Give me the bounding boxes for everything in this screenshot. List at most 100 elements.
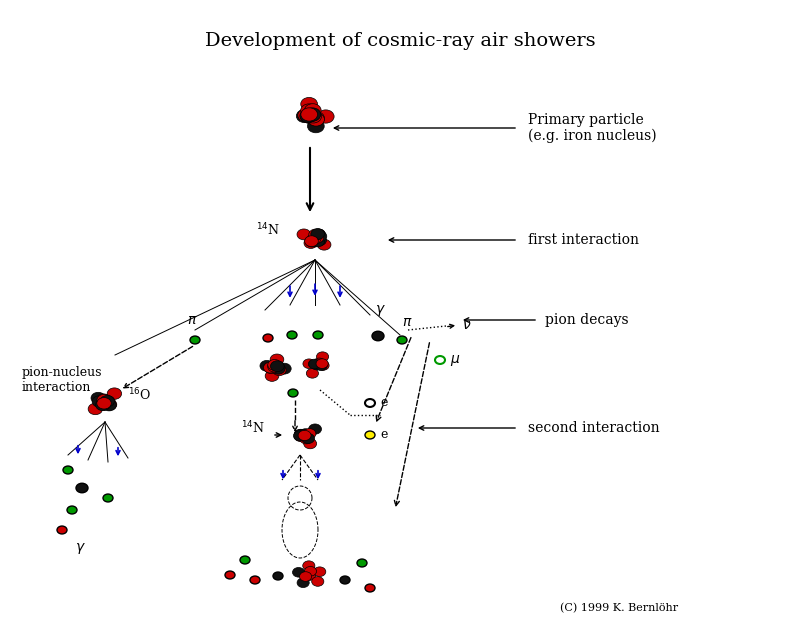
Text: $\pi$: $\pi$ bbox=[402, 315, 413, 329]
Circle shape bbox=[67, 506, 77, 514]
Circle shape bbox=[303, 571, 316, 580]
Circle shape bbox=[299, 572, 312, 581]
Circle shape bbox=[306, 368, 318, 378]
Circle shape bbox=[302, 561, 315, 571]
Circle shape bbox=[307, 233, 321, 244]
Circle shape bbox=[268, 359, 282, 370]
Circle shape bbox=[278, 363, 291, 374]
Circle shape bbox=[288, 389, 298, 397]
Circle shape bbox=[365, 431, 375, 439]
Circle shape bbox=[305, 110, 322, 123]
Circle shape bbox=[268, 361, 282, 372]
Circle shape bbox=[397, 336, 407, 344]
Circle shape bbox=[306, 236, 319, 247]
Circle shape bbox=[225, 571, 235, 579]
Text: $^{16}$O: $^{16}$O bbox=[128, 387, 151, 403]
Circle shape bbox=[311, 360, 323, 370]
Text: $\gamma$: $\gamma$ bbox=[375, 302, 386, 318]
Circle shape bbox=[315, 361, 327, 370]
Circle shape bbox=[107, 388, 122, 399]
Circle shape bbox=[298, 431, 311, 441]
Circle shape bbox=[190, 336, 200, 344]
Text: $^{14}$N: $^{14}$N bbox=[241, 420, 265, 436]
Circle shape bbox=[294, 430, 306, 441]
Text: pion decays: pion decays bbox=[545, 313, 629, 327]
Circle shape bbox=[103, 494, 113, 502]
Circle shape bbox=[317, 352, 329, 361]
Circle shape bbox=[302, 105, 319, 119]
Circle shape bbox=[97, 394, 111, 406]
Circle shape bbox=[300, 109, 317, 122]
Circle shape bbox=[310, 232, 324, 243]
Circle shape bbox=[313, 231, 326, 242]
Circle shape bbox=[293, 567, 305, 577]
Circle shape bbox=[340, 576, 350, 584]
Circle shape bbox=[316, 359, 328, 368]
Text: $\pi$: $\pi$ bbox=[186, 313, 198, 327]
Circle shape bbox=[311, 229, 326, 240]
Circle shape bbox=[88, 403, 102, 415]
Circle shape bbox=[273, 572, 283, 580]
Circle shape bbox=[99, 395, 114, 406]
Circle shape bbox=[308, 113, 325, 126]
Circle shape bbox=[309, 424, 322, 434]
Circle shape bbox=[250, 576, 260, 584]
Circle shape bbox=[313, 235, 326, 246]
Text: $^{14}$N: $^{14}$N bbox=[256, 222, 280, 238]
Circle shape bbox=[240, 556, 250, 564]
Circle shape bbox=[302, 433, 314, 444]
Circle shape bbox=[287, 331, 297, 339]
Circle shape bbox=[96, 399, 110, 411]
Circle shape bbox=[297, 229, 310, 240]
Circle shape bbox=[365, 399, 375, 407]
Circle shape bbox=[265, 370, 279, 382]
Circle shape bbox=[372, 331, 384, 340]
Circle shape bbox=[270, 361, 284, 372]
Text: e: e bbox=[380, 429, 387, 441]
Circle shape bbox=[313, 358, 326, 368]
Circle shape bbox=[317, 361, 329, 370]
Circle shape bbox=[97, 394, 111, 405]
Text: pion-nucleus
interaction: pion-nucleus interaction bbox=[22, 366, 102, 394]
Circle shape bbox=[311, 229, 325, 240]
Circle shape bbox=[92, 396, 106, 407]
Circle shape bbox=[91, 392, 106, 404]
Circle shape bbox=[301, 98, 318, 111]
Circle shape bbox=[296, 110, 313, 122]
Circle shape bbox=[308, 359, 321, 369]
Circle shape bbox=[435, 356, 445, 364]
Circle shape bbox=[100, 396, 114, 407]
Circle shape bbox=[300, 434, 313, 444]
Circle shape bbox=[102, 399, 117, 410]
Circle shape bbox=[307, 120, 324, 133]
Circle shape bbox=[76, 483, 88, 493]
Text: Primary particle
(e.g. iron nucleus): Primary particle (e.g. iron nucleus) bbox=[528, 113, 657, 143]
Circle shape bbox=[300, 109, 317, 122]
Circle shape bbox=[298, 430, 311, 441]
Circle shape bbox=[96, 399, 110, 410]
Circle shape bbox=[311, 236, 325, 247]
Circle shape bbox=[294, 429, 307, 439]
Circle shape bbox=[305, 104, 321, 117]
Text: $\nu$: $\nu$ bbox=[462, 318, 471, 332]
Circle shape bbox=[273, 365, 286, 375]
Text: (C) 1999 K. Bernlöhr: (C) 1999 K. Bernlöhr bbox=[560, 603, 678, 613]
Text: $\mu$: $\mu$ bbox=[450, 353, 461, 368]
Text: first interaction: first interaction bbox=[528, 233, 639, 247]
Circle shape bbox=[357, 559, 367, 567]
Circle shape bbox=[303, 429, 316, 439]
Circle shape bbox=[271, 363, 285, 374]
Circle shape bbox=[365, 584, 375, 592]
Circle shape bbox=[294, 431, 307, 442]
Circle shape bbox=[299, 429, 312, 439]
Circle shape bbox=[318, 239, 331, 250]
Circle shape bbox=[260, 360, 274, 372]
Circle shape bbox=[301, 108, 318, 121]
Circle shape bbox=[308, 112, 325, 125]
Circle shape bbox=[294, 429, 307, 439]
Circle shape bbox=[297, 578, 310, 588]
Circle shape bbox=[102, 399, 116, 411]
Text: second interaction: second interaction bbox=[528, 421, 660, 435]
Circle shape bbox=[304, 439, 317, 449]
Circle shape bbox=[270, 354, 284, 365]
